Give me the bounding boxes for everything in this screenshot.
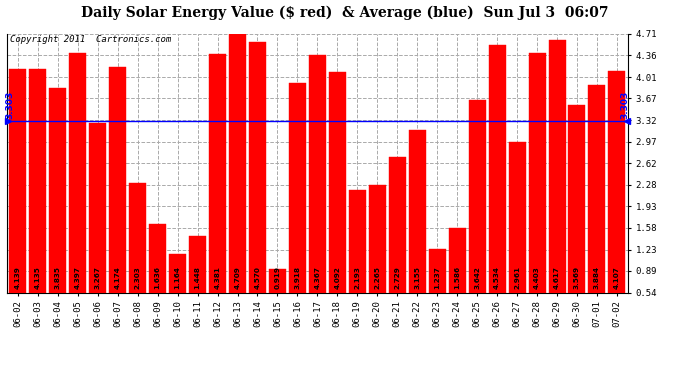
Text: 1.237: 1.237 — [434, 267, 440, 290]
Bar — [469, 100, 486, 292]
Bar — [509, 142, 526, 292]
Bar — [289, 83, 306, 292]
Bar — [109, 67, 126, 292]
Text: 3.569: 3.569 — [574, 266, 580, 290]
Text: Daily Solar Energy Value ($ red)  & Average (blue)  Sun Jul 3  06:07: Daily Solar Energy Value ($ red) & Avera… — [81, 6, 609, 20]
Bar — [129, 183, 146, 292]
Bar — [529, 53, 546, 292]
Text: 3.155: 3.155 — [414, 266, 420, 290]
Bar — [448, 228, 466, 292]
Text: 3.835: 3.835 — [55, 266, 61, 290]
Bar — [388, 157, 406, 292]
Text: 4.174: 4.174 — [115, 267, 121, 290]
Text: 4.534: 4.534 — [494, 267, 500, 290]
Text: 0.919: 0.919 — [275, 266, 280, 290]
Bar — [369, 186, 386, 292]
Bar — [569, 105, 586, 292]
Bar — [408, 130, 426, 292]
Bar — [189, 236, 206, 292]
Text: 3.267: 3.267 — [95, 267, 101, 290]
Bar — [229, 34, 246, 292]
Bar — [89, 123, 106, 292]
Text: 4.135: 4.135 — [35, 267, 41, 290]
Text: 4.570: 4.570 — [255, 267, 261, 290]
Text: 3.303: 3.303 — [5, 90, 14, 118]
Text: 4.092: 4.092 — [335, 267, 340, 290]
Text: 4.139: 4.139 — [15, 267, 21, 290]
Bar — [10, 69, 26, 292]
Bar — [349, 190, 366, 292]
Text: Copyright 2011  Cartronics.com: Copyright 2011 Cartronics.com — [10, 35, 171, 44]
Text: 2.265: 2.265 — [374, 266, 380, 290]
Text: 3.884: 3.884 — [594, 266, 600, 290]
Bar — [489, 45, 506, 292]
Text: 4.709: 4.709 — [235, 267, 241, 290]
Bar — [609, 71, 625, 292]
Text: 2.303: 2.303 — [135, 267, 141, 290]
Text: 3.303: 3.303 — [621, 90, 630, 118]
Text: 2.961: 2.961 — [514, 266, 520, 290]
Text: 3.918: 3.918 — [295, 266, 300, 290]
Bar — [589, 85, 605, 292]
Text: 4.381: 4.381 — [215, 267, 221, 290]
Text: 1.164: 1.164 — [175, 267, 181, 290]
Bar — [329, 72, 346, 292]
Text: 3.642: 3.642 — [474, 267, 480, 290]
Bar — [30, 69, 46, 292]
Bar — [149, 225, 166, 292]
Bar — [209, 54, 226, 292]
Text: 4.367: 4.367 — [315, 267, 320, 290]
Text: 1.448: 1.448 — [195, 267, 201, 290]
Text: 4.397: 4.397 — [75, 267, 81, 290]
Bar — [49, 88, 66, 292]
Text: 2.193: 2.193 — [355, 267, 360, 290]
Text: 1.586: 1.586 — [454, 266, 460, 290]
Bar — [309, 55, 326, 292]
Text: 4.403: 4.403 — [534, 267, 540, 290]
Text: 4.107: 4.107 — [614, 267, 620, 290]
Bar — [428, 249, 446, 292]
Bar — [269, 269, 286, 292]
Bar — [69, 53, 86, 292]
Bar — [549, 39, 566, 292]
Text: 4.617: 4.617 — [554, 267, 560, 290]
Text: 1.636: 1.636 — [155, 266, 161, 290]
Bar — [249, 42, 266, 292]
Bar — [169, 254, 186, 292]
Text: 2.729: 2.729 — [394, 267, 400, 290]
